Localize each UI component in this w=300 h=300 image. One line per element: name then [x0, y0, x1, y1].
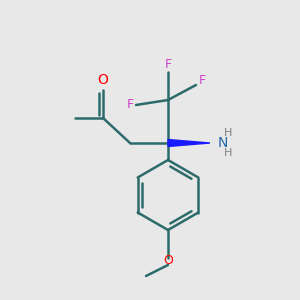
Text: O: O	[98, 73, 108, 87]
Text: H: H	[224, 128, 232, 138]
Text: F: F	[164, 58, 172, 71]
Text: O: O	[163, 254, 173, 266]
Polygon shape	[168, 140, 210, 146]
Text: F: F	[198, 74, 206, 88]
Text: N: N	[218, 136, 228, 150]
Text: H: H	[224, 148, 232, 158]
Text: F: F	[126, 98, 134, 112]
